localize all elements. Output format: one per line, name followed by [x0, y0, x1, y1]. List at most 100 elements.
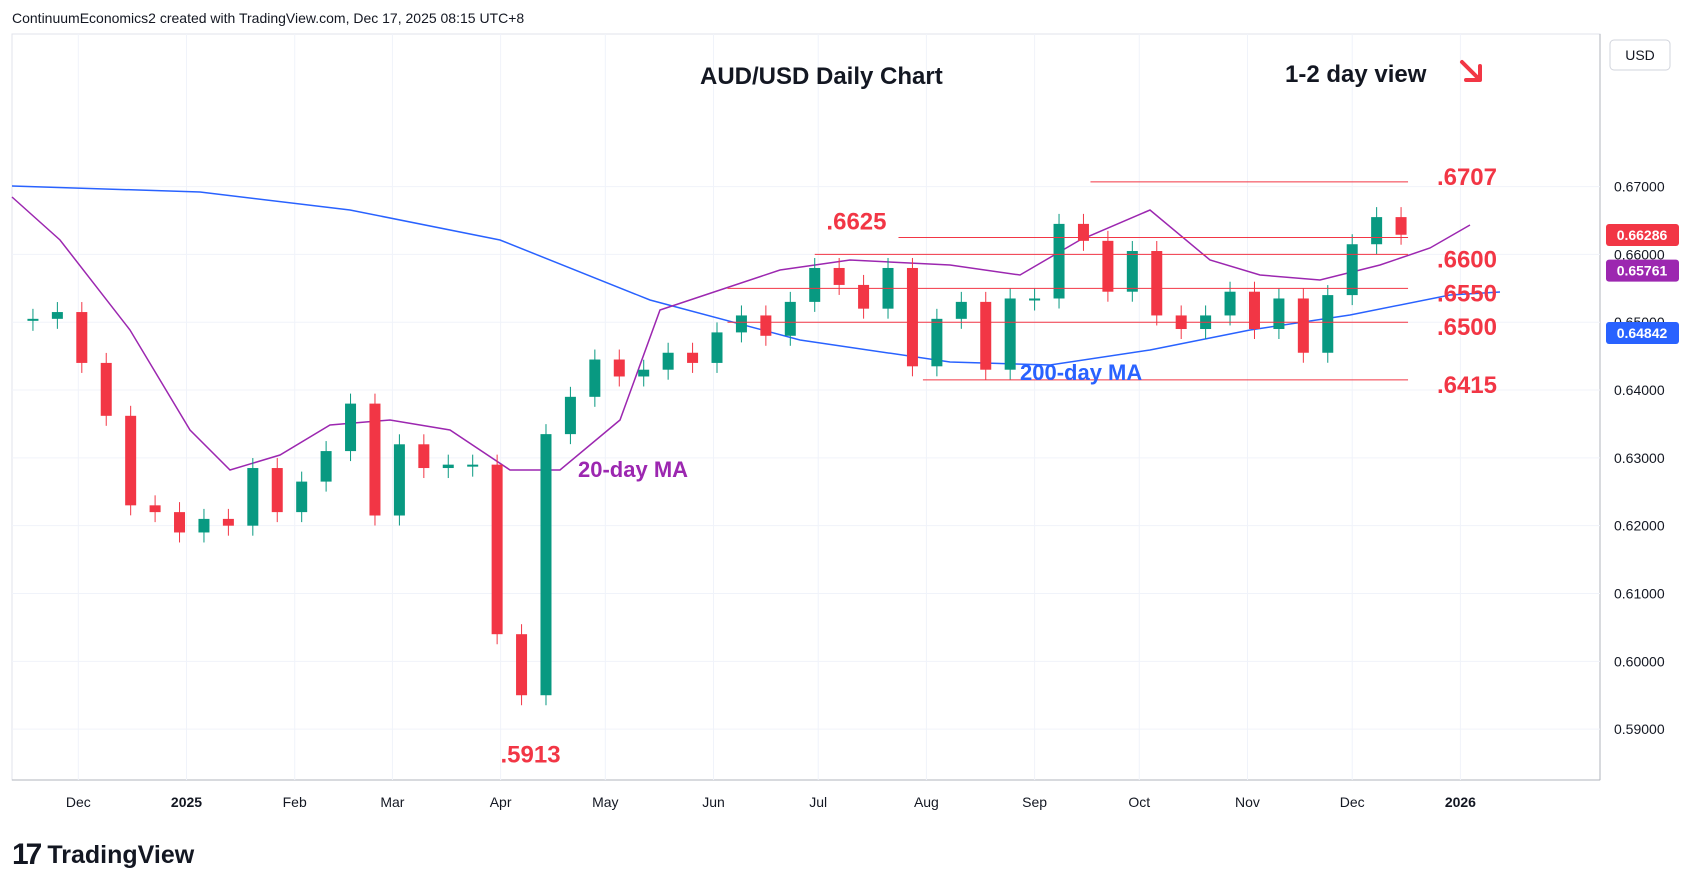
- tradingview-wordmark: TradingView: [47, 840, 195, 869]
- price-badge-label: 0.64842: [1617, 325, 1668, 341]
- x-tick-label: Dec: [1340, 794, 1365, 810]
- candle-body: [418, 444, 430, 469]
- price-badge: [1606, 321, 1679, 344]
- x-tick-label: May: [592, 794, 618, 810]
- y-tick-label: 0.64000: [1614, 382, 1665, 398]
- candle-body: [100, 362, 112, 416]
- chart-title: AUD/USD Daily Chart: [700, 63, 943, 90]
- x-tick-label: 2026: [1445, 794, 1476, 810]
- candle-body: [345, 403, 357, 452]
- price-badge: [1606, 224, 1679, 247]
- y-tick-label: 0.63000: [1614, 450, 1665, 466]
- ma-200-line: [11, 185, 1501, 366]
- candle-body: [1053, 223, 1065, 299]
- level-label: .6707: [1437, 164, 1497, 191]
- candle-body: [1248, 291, 1260, 330]
- arrow-down-right-icon: [1460, 60, 1482, 82]
- y-tick-label: 0.66000: [1614, 246, 1665, 262]
- price-badge: [1606, 259, 1679, 282]
- price-badge-label: 0.66286: [1617, 227, 1668, 243]
- candle-body: [1029, 298, 1041, 301]
- x-tick-label: Sep: [1022, 794, 1047, 810]
- currency-box: [1609, 39, 1671, 71]
- y-tick-label: 0.61000: [1614, 586, 1665, 602]
- candle-body: [540, 434, 552, 696]
- candle-body: [980, 301, 992, 370]
- candle-body: [467, 464, 479, 467]
- candle-body: [516, 634, 528, 696]
- candle-body: [613, 359, 625, 377]
- candle-body: [27, 318, 39, 321]
- x-tick-label: Feb: [283, 794, 307, 810]
- candle-body: [247, 468, 259, 526]
- plot-frame: [11, 33, 1601, 781]
- candle-body: [320, 451, 332, 482]
- candle-body: [1224, 291, 1236, 316]
- x-tick-label: 2025: [171, 794, 202, 810]
- candle-body: [125, 415, 137, 506]
- candle-body: [1322, 295, 1334, 353]
- candle-body: [222, 518, 234, 526]
- low-label: .5913: [501, 741, 561, 768]
- y-tick-label: 0.67000: [1614, 179, 1665, 195]
- candle-body: [858, 284, 870, 309]
- candle-body: [711, 332, 723, 363]
- y-tick-label: 0.59000: [1614, 721, 1665, 737]
- candle-body: [296, 481, 308, 513]
- candle-body: [76, 312, 88, 363]
- x-tick-label: Apr: [490, 794, 512, 810]
- ma-20-label: 20-day MA: [578, 457, 688, 482]
- candle-body: [51, 312, 63, 319]
- tradingview-logo-icon: 17: [12, 838, 42, 871]
- candle-body: [1151, 251, 1163, 316]
- x-tick-label: Oct: [1128, 794, 1150, 810]
- candle-body: [271, 468, 283, 513]
- ma-20-line: [11, 196, 1471, 471]
- candle-body: [1297, 298, 1309, 353]
- candle-body: [198, 518, 210, 533]
- candle-body: [1077, 223, 1089, 241]
- x-tick-label: Aug: [914, 794, 939, 810]
- candle-body: [1126, 251, 1138, 292]
- level-label: .6500: [1437, 314, 1497, 341]
- candle-body: [1395, 217, 1407, 235]
- candle-body: [491, 464, 503, 635]
- x-tick-label: Dec: [66, 794, 91, 810]
- x-tick-label: Jul: [809, 794, 827, 810]
- x-tick-label: Nov: [1235, 794, 1260, 810]
- candle-body: [833, 267, 845, 285]
- chart-attribution: ContinuumEconomics2 created with Trading…: [12, 10, 525, 26]
- candle-body: [906, 267, 918, 367]
- candle-body: [735, 315, 747, 333]
- y-tick-label: 0.60000: [1614, 653, 1665, 669]
- candle-body: [442, 464, 454, 469]
- x-tick-label: Mar: [380, 794, 404, 810]
- candle-body: [1371, 217, 1383, 245]
- candle-body: [1346, 244, 1358, 296]
- candle-body: [369, 403, 381, 516]
- currency-label: USD: [1625, 47, 1655, 63]
- tradingview-footer: 17 TradingView: [12, 838, 194, 872]
- candle-body: [687, 352, 699, 363]
- candle-body: [931, 318, 943, 367]
- candle-body: [809, 267, 821, 302]
- level-label: .6550: [1437, 280, 1497, 307]
- candle-body: [955, 301, 967, 319]
- level-label: .6415: [1437, 372, 1497, 399]
- candle-body: [638, 369, 650, 377]
- candle-body: [784, 301, 796, 336]
- y-tick-label: 0.62000: [1614, 518, 1665, 534]
- candle-body: [393, 444, 405, 516]
- x-tick-label: Jun: [702, 794, 725, 810]
- price-badge-label: 0.65761: [1617, 263, 1668, 279]
- candle-body: [662, 352, 674, 370]
- candle-body: [760, 315, 772, 336]
- level-label: .6625: [826, 208, 886, 235]
- candle-body: [1102, 240, 1114, 292]
- candle-body: [589, 359, 601, 397]
- candle-body: [174, 512, 186, 533]
- candle-body: [564, 396, 576, 435]
- level-label: .6600: [1437, 246, 1497, 273]
- candle-body: [149, 505, 161, 513]
